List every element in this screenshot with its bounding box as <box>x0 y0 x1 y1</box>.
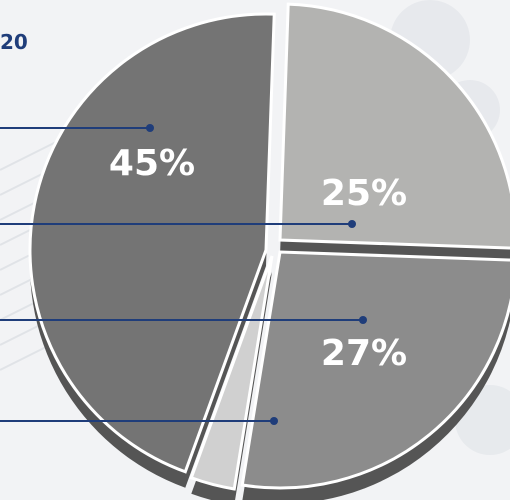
leader-dot <box>146 124 154 132</box>
pie-slice-25pct <box>278 2 510 250</box>
leader-dot <box>270 417 278 425</box>
leader-dot <box>348 220 356 228</box>
pie-slice-27pct <box>240 250 510 490</box>
leader-lines <box>0 124 367 425</box>
data-label: 45% <box>109 143 195 184</box>
leader-dot <box>359 316 367 324</box>
pie-data-labels: 25% 27% 45% <box>109 143 407 374</box>
pie-slices <box>28 2 510 491</box>
pie-slice-sliver <box>189 255 274 491</box>
data-label: 27% <box>321 333 407 374</box>
year-label: 20 <box>0 30 28 54</box>
data-label: 25% <box>321 173 407 214</box>
